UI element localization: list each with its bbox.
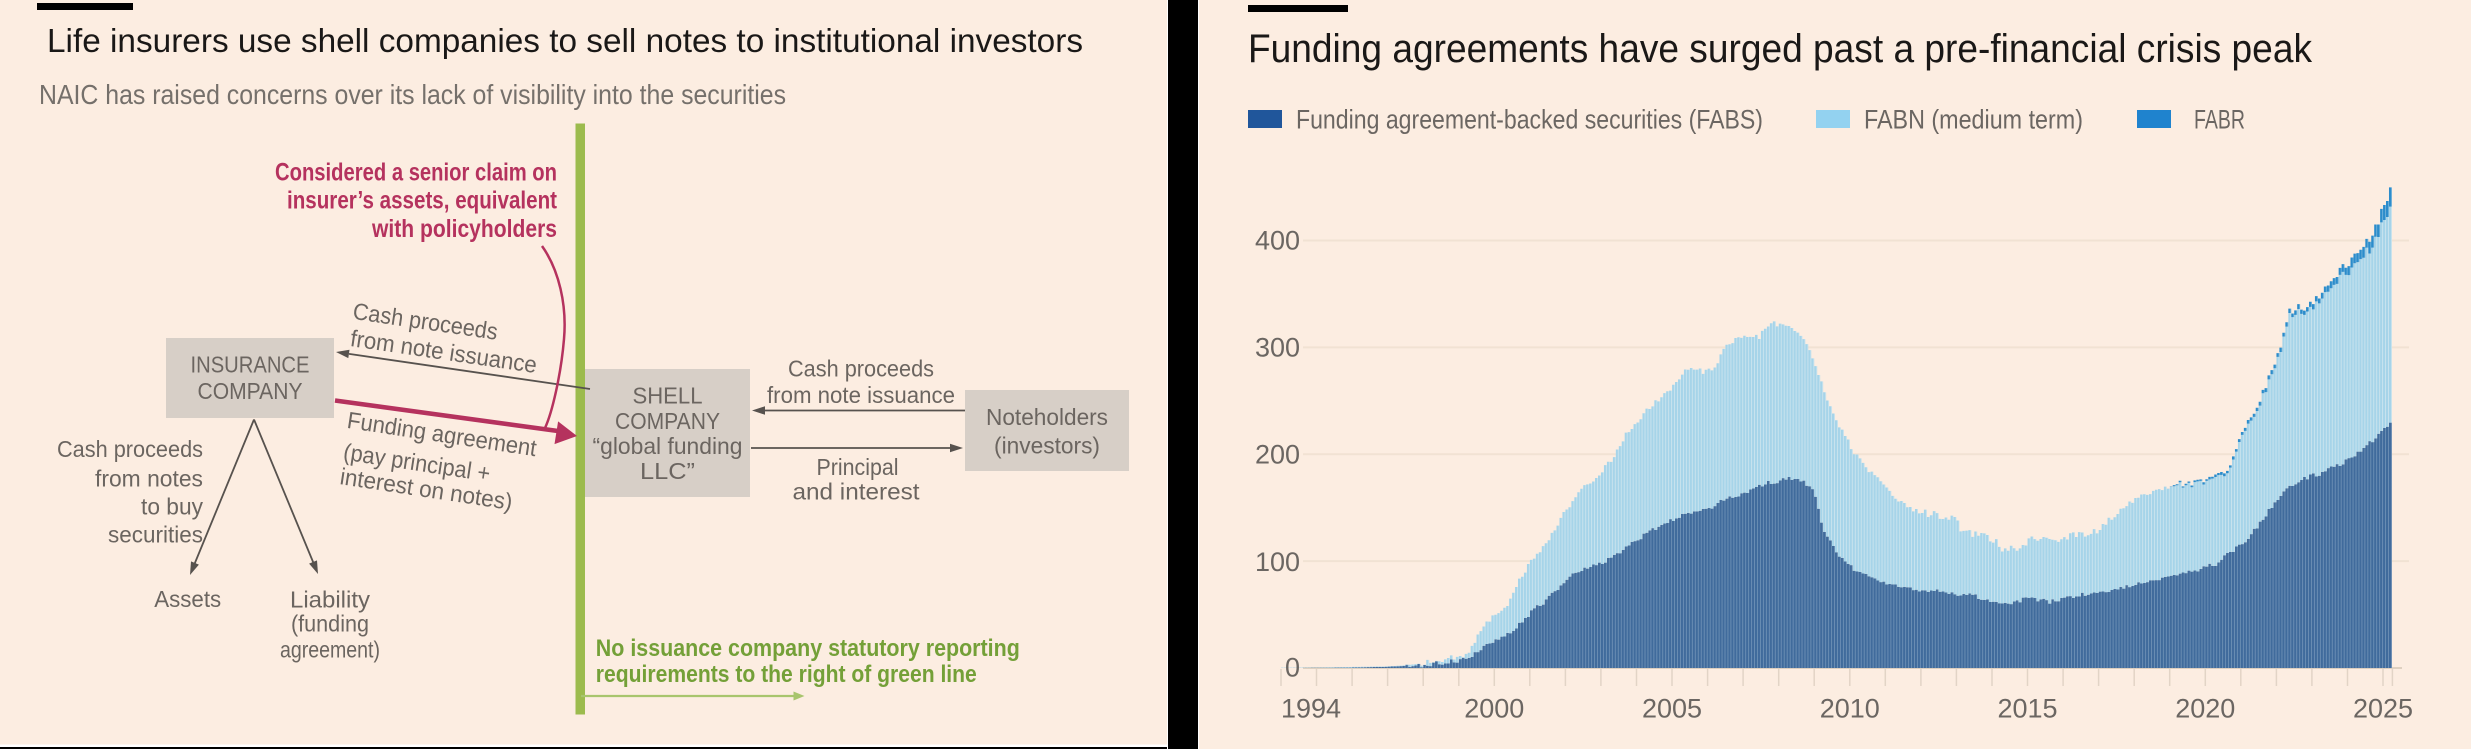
svg-text:2000: 2000 — [1464, 694, 1524, 724]
svg-text:with policyholders: with policyholders — [371, 215, 557, 243]
svg-text:Considered a senior claim on: Considered a senior claim on — [275, 159, 557, 187]
svg-text:0: 0 — [1285, 653, 1300, 683]
svg-text:NAIC has raised concerns over: NAIC has raised concerns over its lack o… — [39, 79, 786, 110]
svg-text:2025: 2025 — [2353, 694, 2413, 724]
svg-text:Principal: Principal — [817, 454, 899, 480]
svg-text:2005: 2005 — [1642, 694, 1702, 724]
svg-text:requirements to the right of g: requirements to the right of green line — [596, 661, 977, 688]
svg-text:and interest: and interest — [793, 479, 920, 505]
svg-text:LLC”: LLC” — [640, 458, 695, 484]
svg-text:Cash proceeds: Cash proceeds — [788, 356, 934, 382]
svg-text:2020: 2020 — [2175, 694, 2235, 724]
svg-text:to buy: to buy — [141, 494, 203, 520]
svg-text:400: 400 — [1255, 226, 1300, 256]
svg-text:from notes: from notes — [95, 465, 203, 491]
svg-text:100: 100 — [1255, 547, 1300, 577]
svg-text:Funding agreement-backed secur: Funding agreement-backed securities (FAB… — [1296, 105, 1763, 135]
svg-text:FABR: FABR — [2194, 105, 2245, 135]
svg-text:COMPANY: COMPANY — [198, 378, 303, 404]
svg-text:300: 300 — [1255, 333, 1300, 363]
svg-text:2015: 2015 — [1997, 694, 2057, 724]
svg-text:Cash proceeds: Cash proceeds — [57, 436, 203, 462]
svg-text:2010: 2010 — [1820, 694, 1880, 724]
svg-text:Life insurers use shell compan: Life insurers use shell companies to sel… — [47, 22, 1083, 59]
svg-text:Liability: Liability — [290, 586, 370, 612]
svg-text:200: 200 — [1255, 440, 1300, 470]
svg-text:from note issuance: from note issuance — [767, 382, 955, 408]
svg-text:FABN (medium term): FABN (medium term) — [1864, 105, 2083, 135]
svg-text:Funding agreements have surged: Funding agreements have surged past a pr… — [1248, 27, 2313, 71]
svg-text:COMPANY: COMPANY — [615, 408, 720, 434]
svg-text:Assets: Assets — [154, 586, 221, 612]
svg-text:SHELL: SHELL — [633, 383, 703, 409]
svg-text:“global funding: “global funding — [593, 433, 743, 459]
svg-text:INSURANCE: INSURANCE — [191, 352, 310, 378]
svg-text:1994: 1994 — [1281, 694, 1341, 724]
svg-text:(funding: (funding — [291, 611, 369, 637]
svg-text:securities: securities — [108, 521, 203, 547]
svg-text:No issuance company statutory: No issuance company statutory reporting — [596, 635, 1020, 662]
svg-text:insurer’s assets, equivalent: insurer’s assets, equivalent — [287, 187, 558, 215]
svg-text:(investors): (investors) — [994, 433, 1100, 459]
svg-text:agreement): agreement) — [280, 636, 380, 662]
svg-text:Noteholders: Noteholders — [986, 404, 1108, 430]
